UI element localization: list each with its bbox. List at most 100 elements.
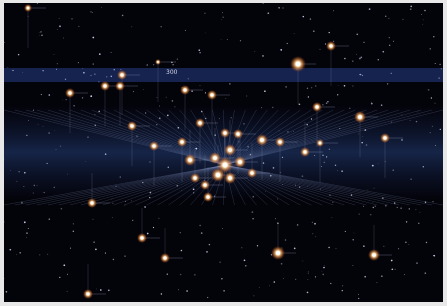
star-core — [238, 160, 242, 164]
faint-star — [364, 276, 366, 278]
faint-star — [378, 164, 379, 165]
faint-star — [419, 212, 420, 213]
star-core — [237, 133, 240, 136]
faint-star — [185, 97, 186, 98]
faint-star — [423, 166, 424, 167]
faint-star — [177, 58, 178, 59]
faint-star — [326, 156, 327, 157]
faint-star — [204, 13, 205, 14]
faint-star — [33, 185, 35, 187]
faint-star — [153, 227, 154, 228]
faint-star — [404, 274, 405, 275]
faint-star — [41, 94, 42, 95]
faint-star — [223, 290, 225, 292]
faint-star — [356, 54, 357, 55]
faint-star — [391, 122, 392, 123]
faint-star — [221, 278, 222, 279]
faint-star — [440, 129, 441, 130]
faint-star — [329, 32, 330, 33]
faint-star — [329, 195, 330, 196]
faint-star — [78, 62, 79, 63]
faint-star — [120, 69, 121, 70]
faint-star — [297, 224, 299, 226]
faint-star — [111, 52, 112, 53]
faint-star — [158, 218, 159, 219]
faint-star — [16, 181, 17, 182]
faint-star — [124, 205, 125, 206]
faint-star — [59, 25, 61, 27]
faint-star — [308, 96, 309, 97]
faint-star — [425, 201, 426, 202]
faint-star — [307, 88, 308, 89]
faint-star — [363, 245, 365, 247]
faint-star — [383, 246, 384, 247]
faint-star — [125, 201, 126, 202]
faint-star — [41, 35, 42, 36]
star-core — [188, 158, 192, 162]
faint-star — [310, 18, 311, 19]
faint-star — [199, 52, 200, 53]
faint-star — [16, 254, 17, 255]
faint-star — [73, 231, 74, 232]
faint-star — [233, 157, 234, 158]
faint-star — [33, 192, 34, 193]
faint-star — [56, 69, 57, 70]
faint-star — [26, 232, 27, 233]
faint-star — [49, 218, 51, 220]
faint-star — [303, 16, 304, 17]
faint-star — [395, 269, 396, 270]
faint-star — [295, 185, 296, 186]
star-core — [276, 251, 280, 255]
faint-star — [194, 274, 195, 275]
faint-star — [371, 103, 373, 105]
faint-star — [287, 131, 288, 132]
sky-image: 300 — [0, 0, 447, 306]
faint-star — [344, 58, 346, 60]
faint-star — [264, 90, 266, 92]
faint-star — [278, 7, 280, 9]
faint-star — [363, 206, 364, 207]
faint-star — [325, 43, 326, 44]
faint-star — [327, 101, 328, 102]
faint-star — [95, 114, 96, 115]
faint-star — [312, 222, 313, 223]
faint-star — [12, 70, 13, 71]
star-core — [216, 173, 220, 177]
faint-star — [328, 247, 329, 248]
faint-star — [145, 112, 146, 113]
faint-star — [149, 161, 150, 162]
faint-star — [338, 85, 339, 86]
faint-star — [362, 136, 363, 137]
faint-star — [324, 162, 325, 163]
faint-star — [345, 231, 346, 232]
faint-star — [373, 202, 374, 203]
faint-star — [282, 157, 283, 158]
star-core — [91, 202, 94, 205]
faint-star — [410, 6, 412, 8]
faint-star — [221, 39, 222, 40]
star-core — [184, 89, 187, 92]
faint-star — [221, 19, 222, 20]
faint-star — [67, 291, 68, 292]
faint-star — [381, 104, 383, 106]
faint-star — [259, 287, 260, 288]
star-core — [228, 176, 232, 180]
faint-star — [219, 118, 220, 119]
faint-star — [373, 207, 374, 208]
faint-star — [315, 276, 316, 277]
faint-star — [402, 19, 403, 20]
faint-star — [252, 218, 253, 219]
faint-star — [333, 10, 334, 11]
faint-star — [352, 85, 353, 86]
faint-star — [37, 3, 38, 4]
faint-star — [172, 100, 174, 102]
faint-star — [294, 33, 295, 34]
faint-star — [93, 241, 95, 243]
faint-star — [426, 242, 427, 243]
faint-star — [48, 94, 50, 96]
faint-star — [61, 208, 63, 210]
faint-star — [393, 41, 394, 42]
faint-star — [205, 93, 206, 94]
faint-star — [320, 49, 321, 50]
star-core — [213, 156, 217, 160]
